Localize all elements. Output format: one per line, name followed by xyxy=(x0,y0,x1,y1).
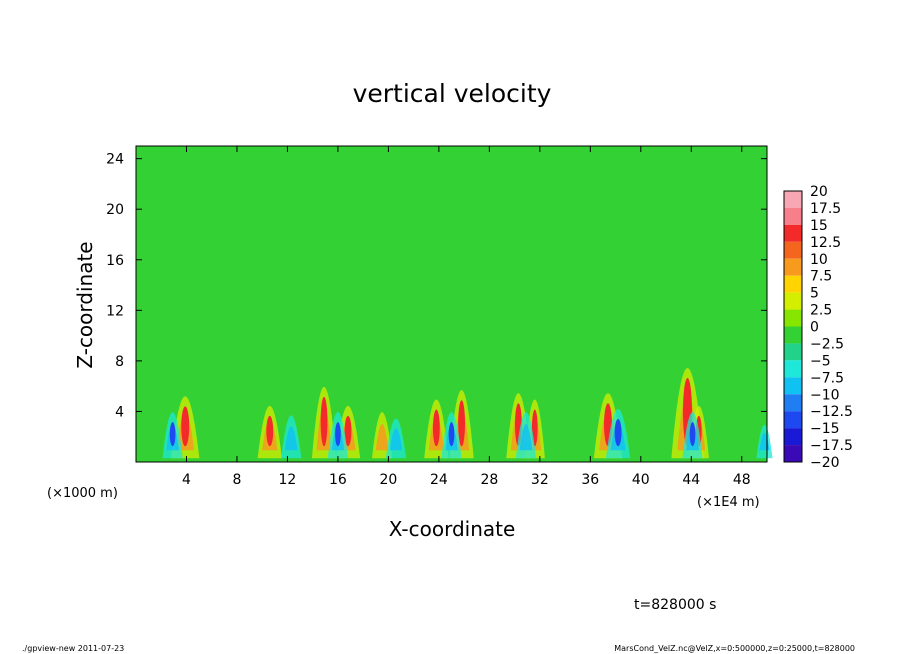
velocity-feature xyxy=(605,409,631,459)
colorbar-swatch xyxy=(784,394,802,412)
colorbar-label: −15 xyxy=(810,421,840,437)
velocity-feature xyxy=(424,399,449,459)
colorbar-label: −5 xyxy=(810,353,831,369)
x-tick-label: 16 xyxy=(329,472,347,488)
x-tick-label: 4 xyxy=(182,472,191,488)
x-tick-label: 48 xyxy=(733,472,751,488)
velocity-feature xyxy=(515,412,537,459)
velocity-feature xyxy=(281,415,302,459)
x-tick-label: 20 xyxy=(379,472,397,488)
colorbar-swatch xyxy=(784,309,802,327)
x-axis-unit-right: (×1E4 m) xyxy=(697,495,760,510)
y-tick-label: 12 xyxy=(106,303,124,319)
x-axis: 4 8 12 16 20 24 28 32 36 40 44 48 xyxy=(182,146,751,488)
colorbar-swatch xyxy=(784,258,802,276)
x-tick-label: 24 xyxy=(430,472,448,488)
y-tick-label: 4 xyxy=(115,404,124,420)
colorbar-swatch xyxy=(784,275,802,293)
colorbar-label: 17.5 xyxy=(810,201,841,217)
colorbar-label: 5 xyxy=(810,286,819,302)
velocity-feature xyxy=(257,405,282,459)
colorbar-swatch xyxy=(784,411,802,429)
colorbar-swatch xyxy=(784,445,802,462)
colorbar-swatch xyxy=(784,241,802,259)
velocity-feature xyxy=(371,412,393,459)
colorbar-label: −7.5 xyxy=(810,370,844,386)
chart-title: vertical velocity xyxy=(353,79,552,108)
colorbar-swatch xyxy=(784,292,802,310)
velocity-feature xyxy=(162,412,183,459)
x-axis-label: X-coordinate xyxy=(389,517,516,541)
plot-background xyxy=(136,146,767,462)
colorbar-swatch xyxy=(784,360,802,378)
velocity-feature xyxy=(335,405,361,459)
y-tick-label: 24 xyxy=(106,152,124,168)
colorbar-swatch xyxy=(784,326,802,344)
y-axis-label: Z-coordinate xyxy=(73,241,97,368)
time-label: t=828000 s xyxy=(634,597,716,613)
colorbar-swatch xyxy=(784,207,802,225)
plot-frame xyxy=(135,145,768,463)
colorbar-label: 7.5 xyxy=(810,269,832,285)
x-tick-label: 44 xyxy=(682,472,700,488)
x-tick-label: 36 xyxy=(581,472,599,488)
footer-right: MarsCond_VelZ.nc@VelZ,x=0:500000,z=0:250… xyxy=(614,644,855,653)
colorbar-label: 12.5 xyxy=(810,235,841,251)
colorbar-label: 15 xyxy=(810,218,828,234)
colorbar-label: 10 xyxy=(810,252,828,268)
velocity-feature xyxy=(385,418,407,459)
x-tick-label: 8 xyxy=(232,472,241,488)
colorbar-swatch xyxy=(784,377,802,395)
velocity-feature xyxy=(327,412,349,459)
colorbar-label: 20 xyxy=(810,184,828,200)
colorbar-label: −12.5 xyxy=(810,404,853,420)
colorbar-label: 0 xyxy=(810,320,819,336)
footer-left: ./gpview-new 2011-07-23 xyxy=(22,644,124,653)
colorbar-label: −17.5 xyxy=(810,438,853,454)
colorbar-swatch xyxy=(784,343,802,361)
velocity-feature xyxy=(682,412,703,459)
colorbar-label: 2.5 xyxy=(810,303,832,319)
y-tick-label: 20 xyxy=(106,202,124,218)
colorbar: 2017.51512.5107.552.50−2.5−5−7.5−10−12.5… xyxy=(783,184,853,471)
y-axis: 4 8 12 16 20 24 xyxy=(106,152,767,420)
y-tick-label: 8 xyxy=(115,354,124,370)
x-tick-label: 12 xyxy=(279,472,297,488)
x-tick-label: 28 xyxy=(480,472,498,488)
y-tick-label: 16 xyxy=(106,253,124,269)
x-tick-label: 32 xyxy=(531,472,549,488)
colorbar-label: −10 xyxy=(810,387,840,403)
colorbar-label: −2.5 xyxy=(810,336,844,352)
velocity-field xyxy=(162,367,773,459)
plot-area xyxy=(135,145,773,463)
colorbar-label: −20 xyxy=(810,455,840,471)
x-tick-label: 40 xyxy=(632,472,650,488)
velocity-feature xyxy=(441,412,462,459)
colorbar-swatch xyxy=(784,224,802,242)
colorbar-swatch xyxy=(784,428,802,446)
x-axis-unit-left: (×1000 m) xyxy=(47,486,118,501)
colorbar-frame xyxy=(783,190,803,463)
colorbar-swatch xyxy=(784,191,802,208)
